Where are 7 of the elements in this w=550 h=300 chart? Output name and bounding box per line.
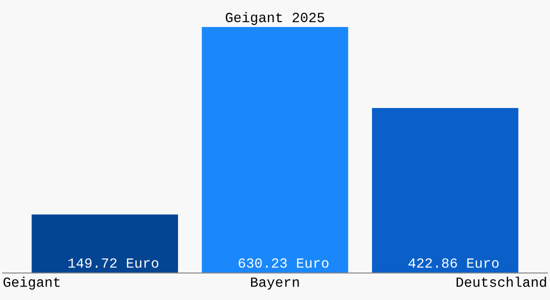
- x-tick-label: Bayern: [251, 278, 299, 290]
- data-label: 422.86 Euro: [408, 258, 499, 268]
- data-label: 149.72 Euro: [68, 258, 158, 268]
- x-tick-label: Geigant: [4, 276, 60, 290]
- x-tick-label: Deutschland: [456, 276, 546, 287]
- chart-title: Geigant 2025: [226, 12, 324, 25]
- data-label: 630.23 Euro: [238, 258, 328, 268]
